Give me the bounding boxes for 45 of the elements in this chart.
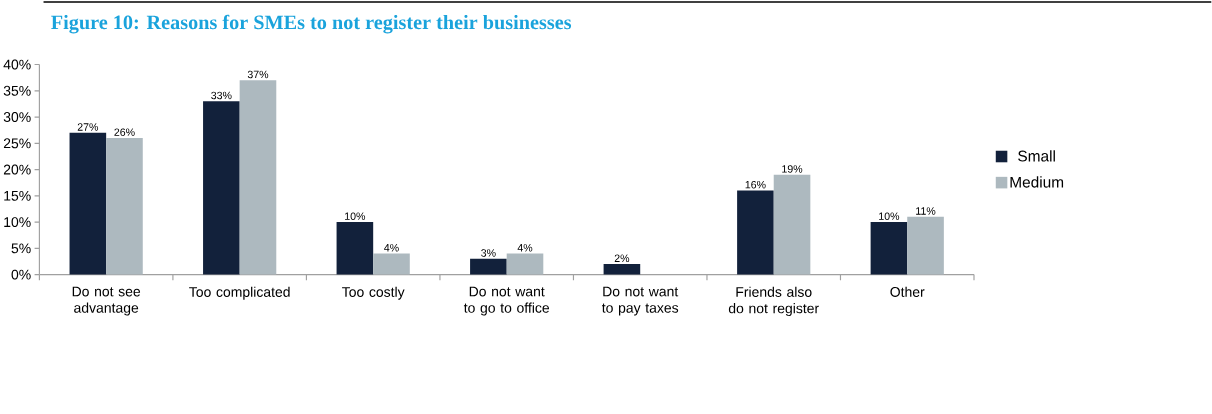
data-label: 26% (114, 128, 135, 136)
bar (203, 101, 240, 275)
y-tick-label: 20% (3, 164, 31, 175)
y-tick-label: 35% (3, 85, 31, 96)
data-label: 10% (345, 212, 366, 220)
x-tick-label: Friends also do not register (728, 286, 819, 316)
data-label: 27% (77, 123, 99, 131)
y-tick-label: 25% (3, 138, 31, 149)
bar (773, 174, 811, 275)
x-tick-label: Do not see advantage (72, 286, 141, 316)
x-tick-label: Do not want to pay taxes (601, 286, 679, 316)
y-tick-label: 0% (11, 269, 31, 280)
y-tick-label: 15% (4, 190, 31, 201)
bar (373, 253, 410, 275)
data-label: 33% (211, 91, 232, 100)
data-label: 4% (384, 243, 399, 252)
data-label: 2% (614, 254, 630, 262)
legend-label: Medium (1010, 176, 1064, 188)
x-tick-label: Too complicated (189, 286, 290, 300)
bar (506, 253, 544, 275)
bar (603, 263, 641, 275)
bar (69, 132, 107, 275)
y-tick-label: 40% (3, 59, 31, 70)
data-label: 37% (247, 70, 269, 79)
y-tick-label: 5% (11, 243, 31, 254)
data-label: 16% (745, 180, 766, 189)
data-label: 11% (916, 207, 936, 215)
bar (239, 80, 277, 275)
bar (737, 190, 774, 275)
bar (470, 258, 507, 275)
x-tick-label: Other (890, 286, 925, 297)
x-tick-label: Do not want to go to office (463, 286, 550, 316)
bar (907, 216, 944, 275)
data-label: 10% (879, 212, 900, 220)
legend-label: Small (1018, 150, 1055, 162)
y-tick-label: 10% (4, 216, 31, 227)
bar (870, 221, 908, 275)
data-label: 3% (481, 249, 496, 257)
bar (106, 137, 143, 275)
x-tick-label: Too costly (342, 286, 405, 300)
data-label: 4% (517, 243, 533, 252)
bar (336, 221, 374, 275)
chart-title: Figure 10: Reasons for SMEs to not register their businesses (51, 14, 572, 34)
y-tick-label: 30% (3, 111, 31, 122)
data-label: 19% (782, 165, 803, 173)
